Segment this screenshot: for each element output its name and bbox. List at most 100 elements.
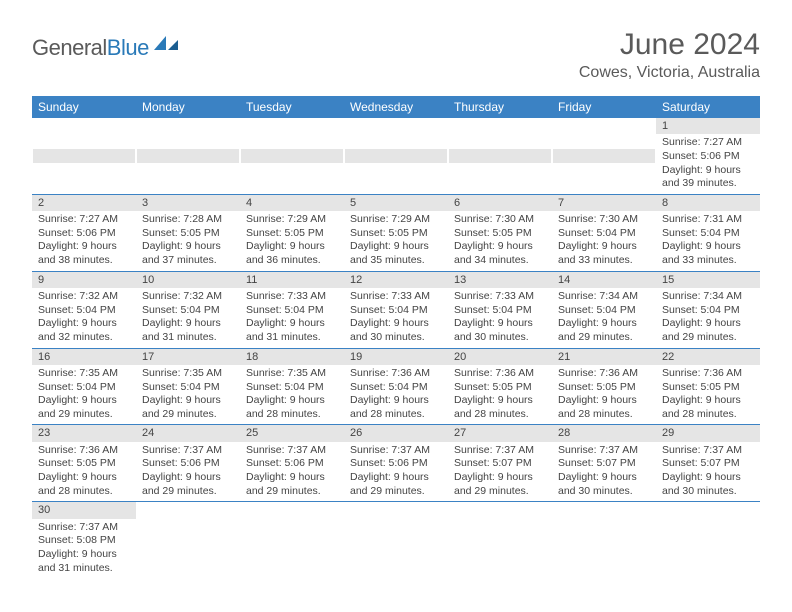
logo-text-general: General <box>32 35 107 61</box>
daylight-line-2: and 29 minutes. <box>350 485 442 499</box>
calendar-week: 1Sunrise: 7:27 AMSunset: 5:06 PMDaylight… <box>32 118 760 194</box>
day-number: 14 <box>552 272 656 288</box>
sunrise-line: Sunrise: 7:35 AM <box>142 367 234 381</box>
daylight-line-1: Daylight: 9 hours <box>454 317 546 331</box>
sunset-line: Sunset: 5:07 PM <box>558 457 650 471</box>
sunset-line: Sunset: 5:04 PM <box>38 304 130 318</box>
cell-body: Sunrise: 7:35 AMSunset: 5:04 PMDaylight:… <box>32 365 136 425</box>
sunset-line: Sunset: 5:04 PM <box>662 304 754 318</box>
daylight-line-1: Daylight: 9 hours <box>558 317 650 331</box>
daylight-line-1: Daylight: 9 hours <box>454 394 546 408</box>
daylight-line-2: and 28 minutes. <box>662 408 754 422</box>
calendar-cell-empty <box>344 118 448 194</box>
sunset-line: Sunset: 5:06 PM <box>142 457 234 471</box>
day-number: 28 <box>552 425 656 441</box>
sunrise-line: Sunrise: 7:36 AM <box>662 367 754 381</box>
daylight-line-1: Daylight: 9 hours <box>246 394 338 408</box>
daylight-line-2: and 30 minutes. <box>662 485 754 499</box>
sail-icon <box>152 34 180 57</box>
daylight-line-1: Daylight: 9 hours <box>350 394 442 408</box>
cell-body: Sunrise: 7:27 AMSunset: 5:06 PMDaylight:… <box>656 134 760 194</box>
day-number: 1 <box>656 118 760 134</box>
sunset-line: Sunset: 5:04 PM <box>142 381 234 395</box>
sunset-line: Sunset: 5:04 PM <box>246 381 338 395</box>
daylight-line-1: Daylight: 9 hours <box>662 394 754 408</box>
sunrise-line: Sunrise: 7:36 AM <box>350 367 442 381</box>
page: GeneralBlue June 2024 Cowes, Victoria, A… <box>0 0 792 598</box>
calendar-week: 30Sunrise: 7:37 AMSunset: 5:08 PMDayligh… <box>32 502 760 578</box>
calendar-cell: 14Sunrise: 7:34 AMSunset: 5:04 PMDayligh… <box>552 271 656 348</box>
cell-body: Sunrise: 7:34 AMSunset: 5:04 PMDaylight:… <box>656 288 760 348</box>
day-header-saturday: Saturday <box>656 96 760 118</box>
sunset-line: Sunset: 5:04 PM <box>142 304 234 318</box>
day-number: 9 <box>32 272 136 288</box>
daylight-line-2: and 31 minutes. <box>246 331 338 345</box>
calendar-body: 1Sunrise: 7:27 AMSunset: 5:06 PMDaylight… <box>32 118 760 578</box>
daylight-line-1: Daylight: 9 hours <box>246 240 338 254</box>
calendar-cell: 27Sunrise: 7:37 AMSunset: 5:07 PMDayligh… <box>448 425 552 502</box>
daylight-line-1: Daylight: 9 hours <box>246 317 338 331</box>
daylight-line-1: Daylight: 9 hours <box>662 240 754 254</box>
calendar-week: 9Sunrise: 7:32 AMSunset: 5:04 PMDaylight… <box>32 271 760 348</box>
daylight-line-2: and 31 minutes. <box>38 562 130 576</box>
calendar-cell-empty <box>448 118 552 194</box>
daylight-line-1: Daylight: 9 hours <box>454 471 546 485</box>
sunrise-line: Sunrise: 7:37 AM <box>454 444 546 458</box>
calendar-cell: 15Sunrise: 7:34 AMSunset: 5:04 PMDayligh… <box>656 271 760 348</box>
sunrise-line: Sunrise: 7:33 AM <box>350 290 442 304</box>
sunset-line: Sunset: 5:04 PM <box>38 381 130 395</box>
day-header-monday: Monday <box>136 96 240 118</box>
day-number: 7 <box>552 195 656 211</box>
day-number: 18 <box>240 349 344 365</box>
day-number: 8 <box>656 195 760 211</box>
cell-body: Sunrise: 7:30 AMSunset: 5:05 PMDaylight:… <box>448 211 552 271</box>
calendar-cell: 3Sunrise: 7:28 AMSunset: 5:05 PMDaylight… <box>136 194 240 271</box>
sunrise-line: Sunrise: 7:29 AM <box>350 213 442 227</box>
calendar-cell-empty <box>240 118 344 194</box>
calendar-cell: 12Sunrise: 7:33 AMSunset: 5:04 PMDayligh… <box>344 271 448 348</box>
daylight-line-2: and 28 minutes. <box>454 408 546 422</box>
daylight-line-1: Daylight: 9 hours <box>38 240 130 254</box>
daynum-strip-empty <box>345 149 447 163</box>
calendar-cell: 6Sunrise: 7:30 AMSunset: 5:05 PMDaylight… <box>448 194 552 271</box>
sunrise-line: Sunrise: 7:32 AM <box>142 290 234 304</box>
cell-body: Sunrise: 7:29 AMSunset: 5:05 PMDaylight:… <box>344 211 448 271</box>
calendar-cell: 30Sunrise: 7:37 AMSunset: 5:08 PMDayligh… <box>32 502 136 578</box>
daylight-line-2: and 37 minutes. <box>142 254 234 268</box>
sunset-line: Sunset: 5:04 PM <box>662 227 754 241</box>
sunrise-line: Sunrise: 7:29 AM <box>246 213 338 227</box>
calendar-cell-empty <box>448 502 552 578</box>
sunset-line: Sunset: 5:05 PM <box>246 227 338 241</box>
day-number: 20 <box>448 349 552 365</box>
day-number: 27 <box>448 425 552 441</box>
day-number: 25 <box>240 425 344 441</box>
cell-body: Sunrise: 7:36 AMSunset: 5:05 PMDaylight:… <box>656 365 760 425</box>
sunrise-line: Sunrise: 7:32 AM <box>38 290 130 304</box>
sunset-line: Sunset: 5:05 PM <box>38 457 130 471</box>
calendar-cell-empty <box>32 118 136 194</box>
daylight-line-1: Daylight: 9 hours <box>558 394 650 408</box>
calendar-cell: 10Sunrise: 7:32 AMSunset: 5:04 PMDayligh… <box>136 271 240 348</box>
calendar-cell: 23Sunrise: 7:36 AMSunset: 5:05 PMDayligh… <box>32 425 136 502</box>
sunset-line: Sunset: 5:04 PM <box>246 304 338 318</box>
cell-body: Sunrise: 7:34 AMSunset: 5:04 PMDaylight:… <box>552 288 656 348</box>
sunset-line: Sunset: 5:07 PM <box>454 457 546 471</box>
day-header-wednesday: Wednesday <box>344 96 448 118</box>
daylight-line-2: and 33 minutes. <box>558 254 650 268</box>
cell-body: Sunrise: 7:36 AMSunset: 5:04 PMDaylight:… <box>344 365 448 425</box>
day-number: 17 <box>136 349 240 365</box>
sunrise-line: Sunrise: 7:35 AM <box>38 367 130 381</box>
cell-body: Sunrise: 7:37 AMSunset: 5:07 PMDaylight:… <box>448 442 552 502</box>
title-block: June 2024 Cowes, Victoria, Australia <box>579 28 760 82</box>
sunrise-line: Sunrise: 7:28 AM <box>142 213 234 227</box>
sunrise-line: Sunrise: 7:36 AM <box>454 367 546 381</box>
daylight-line-2: and 31 minutes. <box>142 331 234 345</box>
calendar-cell-empty <box>552 118 656 194</box>
daylight-line-1: Daylight: 9 hours <box>454 240 546 254</box>
sunrise-line: Sunrise: 7:36 AM <box>38 444 130 458</box>
calendar-cell: 4Sunrise: 7:29 AMSunset: 5:05 PMDaylight… <box>240 194 344 271</box>
daylight-line-2: and 29 minutes. <box>142 485 234 499</box>
calendar-cell: 26Sunrise: 7:37 AMSunset: 5:06 PMDayligh… <box>344 425 448 502</box>
sunset-line: Sunset: 5:05 PM <box>454 227 546 241</box>
day-number: 5 <box>344 195 448 211</box>
